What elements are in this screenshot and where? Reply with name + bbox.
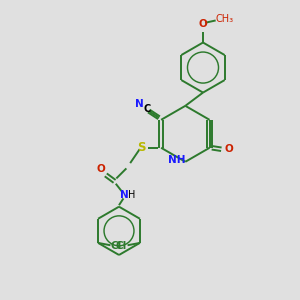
Text: N: N: [135, 99, 144, 109]
Text: CH₃: CH₃: [215, 14, 234, 24]
Text: O: O: [224, 144, 233, 154]
Text: S: S: [137, 141, 146, 154]
Text: NH: NH: [168, 155, 186, 165]
Text: Cl: Cl: [111, 241, 122, 251]
Text: N: N: [120, 190, 129, 200]
Text: H: H: [128, 190, 135, 200]
Text: C: C: [144, 103, 151, 114]
Text: Cl: Cl: [116, 241, 127, 251]
Text: O: O: [96, 164, 105, 174]
Text: O: O: [199, 19, 207, 29]
